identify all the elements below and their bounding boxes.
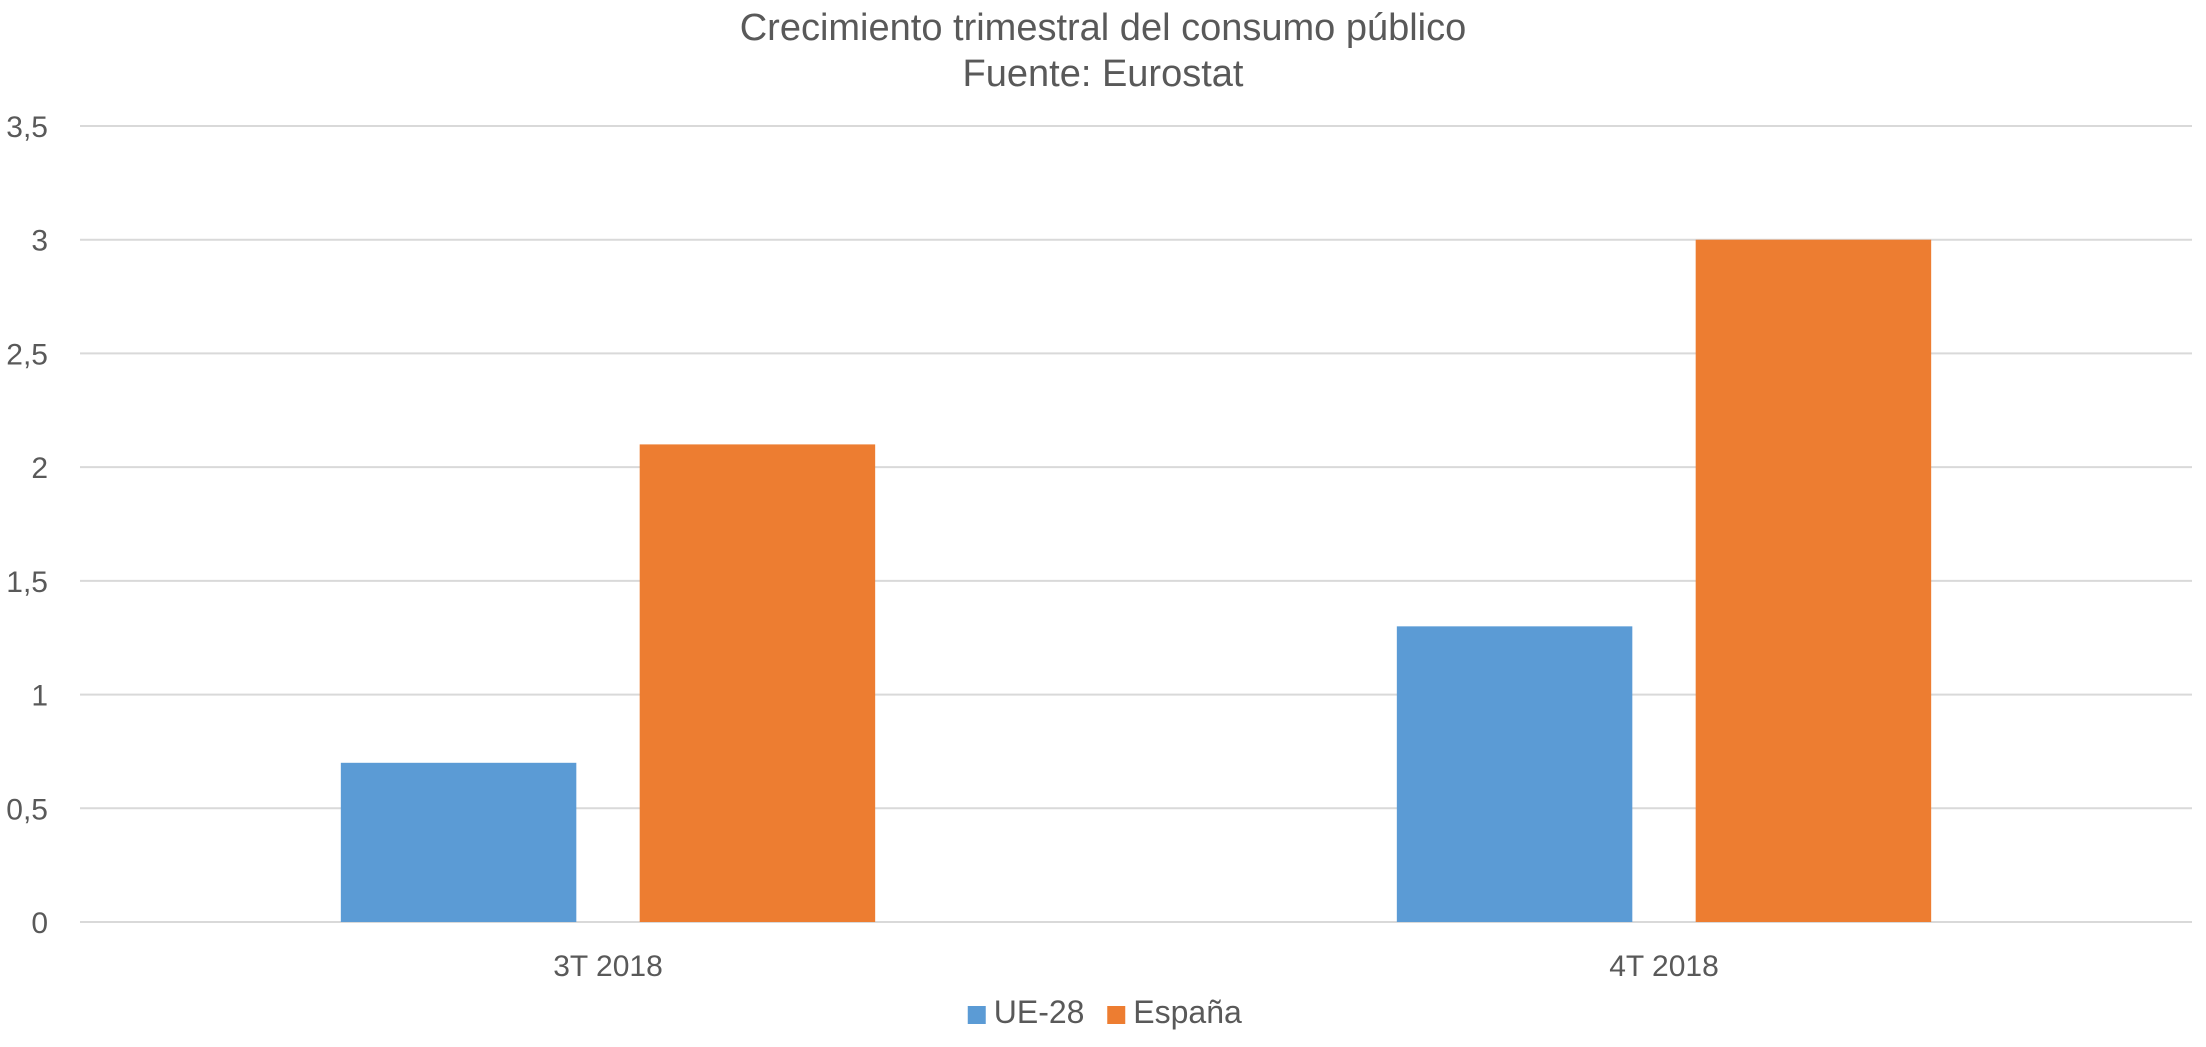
chart-subtitle: Fuente: Eurostat bbox=[963, 53, 1244, 95]
y-tick-label: 3,5 bbox=[6, 111, 48, 144]
y-tick-label: 2,5 bbox=[6, 338, 48, 371]
legend-swatch bbox=[1107, 1006, 1126, 1024]
legend-label: España bbox=[1133, 994, 1242, 1030]
y-tick-label: 1 bbox=[31, 680, 48, 713]
legend: UE-28 España bbox=[967, 994, 1242, 1030]
bar-espa-a-1 bbox=[1695, 239, 1932, 922]
x-tick-label: 4T 2018 bbox=[1609, 950, 1719, 983]
y-tick-label: 3 bbox=[31, 225, 48, 258]
bar-espa-a-0 bbox=[639, 444, 876, 922]
bar-ue-28-0 bbox=[340, 762, 577, 922]
x-tick-label: 3T 2018 bbox=[553, 950, 663, 983]
bars bbox=[340, 239, 1932, 922]
x-axis-tick-labels: 3T 2018 4T 2018 bbox=[553, 950, 1719, 983]
y-tick-label: 0 bbox=[31, 907, 48, 940]
legend-swatch bbox=[967, 1006, 986, 1024]
bar-ue-28-1 bbox=[1396, 626, 1633, 922]
y-axis-tick-labels: 0 0,5 1 1,5 2 2,5 3 3,5 bbox=[6, 111, 48, 940]
y-tick-label: 0,5 bbox=[6, 793, 48, 826]
y-tick-label: 2 bbox=[31, 452, 48, 485]
y-tick-label: 1,5 bbox=[6, 566, 48, 599]
legend-label: UE-28 bbox=[994, 994, 1085, 1030]
chart-title: Crecimiento trimestral del consumo públi… bbox=[740, 7, 1467, 49]
